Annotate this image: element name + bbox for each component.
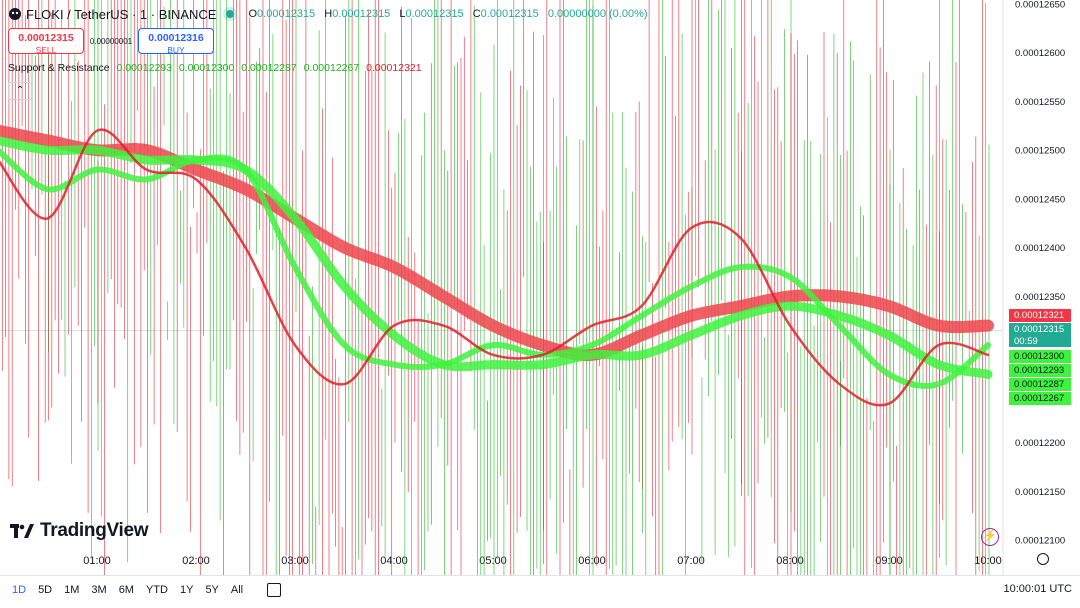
indicator-value: 0.00012293 bbox=[116, 62, 172, 74]
time-tick-label: 04:00 bbox=[380, 555, 408, 567]
tradingview-logo-text: TradingView bbox=[40, 520, 149, 541]
tradingview-logo: TradingView bbox=[10, 520, 149, 542]
tradingview-logo-icon bbox=[10, 524, 34, 538]
range-button[interactable]: 1Y bbox=[179, 584, 194, 596]
price-tick-label: 0.00012200 bbox=[1015, 438, 1065, 449]
close-value: 0.00012315 bbox=[480, 8, 539, 20]
high-label: H bbox=[324, 8, 333, 20]
sell-label: SELL bbox=[35, 45, 57, 55]
time-tick-label: 10:00 bbox=[974, 555, 1002, 567]
low-value: 0.00012315 bbox=[405, 8, 464, 20]
range-button[interactable]: 3M bbox=[91, 584, 107, 596]
price-axis-label-text: 0.00012315 bbox=[1014, 324, 1065, 335]
chevron-up-icon[interactable]: ⌃ bbox=[8, 82, 32, 100]
sell-button[interactable]: 0.00012315 SELL bbox=[8, 28, 84, 55]
indicator-legend[interactable]: Support & Resistance 0.00012293 0.000123… bbox=[8, 62, 422, 74]
indicator-value: 0.00012321 bbox=[366, 62, 422, 74]
indicator-value: 0.00012287 bbox=[241, 62, 297, 74]
range-button[interactable]: 1D bbox=[12, 584, 27, 596]
lightning-icon[interactable]: ⚡ bbox=[981, 528, 999, 546]
price-axis-label-text: 0.00012287 bbox=[1014, 379, 1065, 390]
calendar-icon[interactable] bbox=[267, 583, 282, 597]
open-value: 0.00012315 bbox=[257, 8, 316, 20]
price-tick-label: 0.00012650 bbox=[1015, 0, 1065, 11]
time-tick-label: 09:00 bbox=[875, 555, 903, 567]
range-button[interactable]: 1M bbox=[64, 584, 80, 596]
series-line bbox=[0, 136, 993, 379]
time-tick-label: 07:00 bbox=[677, 555, 705, 567]
sell-price: 0.00012315 bbox=[18, 32, 74, 44]
ohlc-values: O0.00012315 H0.00012315 L0.00012315 C0.0… bbox=[248, 8, 653, 20]
price-tick-label: 0.00012350 bbox=[1015, 292, 1065, 303]
range-button[interactable]: YTD bbox=[145, 584, 168, 596]
time-tick-label: 06:00 bbox=[578, 555, 606, 567]
time-tick-label: 02:00 bbox=[182, 555, 210, 567]
price-chart[interactable]: 0.00012650 0.00012600 0.00012550 0.00012500… bbox=[0, 0, 1080, 575]
price-tick-label: 0.00012600 bbox=[1015, 48, 1065, 59]
price-tick-label: 0.00012100 bbox=[1015, 536, 1065, 547]
price-tick-label: 0.00012500 bbox=[1015, 146, 1065, 157]
buy-price: 0.00012316 bbox=[148, 32, 204, 44]
buy-button[interactable]: 0.00012316 BUY bbox=[138, 28, 214, 55]
settings-icon[interactable] bbox=[1037, 553, 1049, 565]
series-line bbox=[0, 128, 990, 407]
high-value: 0.00012315 bbox=[332, 8, 391, 20]
range-selector: 1D 5D 1M 3M 6M YTD 1Y 5Y All bbox=[12, 584, 255, 596]
range-button[interactable]: All bbox=[230, 584, 244, 596]
symbol-header: FLOKI / TetherUS · 1 · BINANCE O0.000123… bbox=[8, 5, 654, 23]
range-button[interactable]: 6M bbox=[118, 584, 134, 596]
open-label: O bbox=[248, 8, 258, 20]
price-axis-label-text: 0.00012293 bbox=[1014, 365, 1065, 376]
market-status-icon bbox=[226, 10, 235, 18]
low-label: L bbox=[399, 8, 406, 20]
price-axis-label: 0.00012267 bbox=[1009, 392, 1071, 405]
time-tick-label: 08:00 bbox=[776, 555, 804, 567]
price-axis-label-text: 0.00012321 bbox=[1014, 310, 1065, 321]
spread-value: 0.00000001 bbox=[89, 36, 133, 46]
utc-clock[interactable]: 10:00:01 UTC bbox=[1003, 583, 1072, 595]
bar-countdown: 00:59 bbox=[1014, 336, 1038, 347]
price-tick-label: 0.00012400 bbox=[1015, 243, 1065, 254]
buy-label: BUY bbox=[167, 45, 185, 55]
price-tick-label: 0.00012450 bbox=[1015, 194, 1065, 205]
price-axis-label-text: 0.00012267 bbox=[1014, 393, 1065, 404]
change-value: 0.00000000 (0.00%) bbox=[547, 8, 648, 20]
price-tick-label: 0.00012150 bbox=[1015, 487, 1065, 498]
price-axis-label: 0.00012321 bbox=[1009, 309, 1071, 322]
time-tick-label: 03:00 bbox=[281, 555, 309, 567]
bottom-toolbar: 1D 5D 1M 3M 6M YTD 1Y 5Y All 10:00:01 UTC bbox=[0, 575, 1080, 604]
trade-panel: 0.00012315 SELL 0.00000001 0.00012316 BU… bbox=[8, 27, 214, 55]
time-tick-label: 05:00 bbox=[479, 555, 507, 567]
price-axis-label: 0.00012315 00:59 bbox=[1009, 323, 1071, 347]
time-tick-label: 01:00 bbox=[83, 555, 111, 567]
indicator-name: Support & Resistance bbox=[8, 62, 110, 74]
range-button[interactable]: 5Y bbox=[205, 584, 219, 596]
price-axis-label-text: 0.00012300 bbox=[1014, 351, 1065, 362]
symbol-title[interactable]: FLOKI / TetherUS · 1 · BINANCE bbox=[26, 6, 217, 22]
close-label: C bbox=[472, 8, 481, 20]
price-axis-label: 0.00012287 bbox=[1009, 378, 1071, 391]
price-axis-label: 0.00012300 bbox=[1009, 350, 1071, 363]
indicator-value: 0.00012267 bbox=[303, 62, 360, 74]
price-axis-label: 0.00012293 bbox=[1009, 364, 1071, 377]
indicator-value: 0.00012300 bbox=[178, 62, 235, 74]
price-tick-label: 0.00012550 bbox=[1015, 97, 1065, 108]
series-line bbox=[0, 124, 994, 362]
floki-logo-icon bbox=[9, 8, 21, 20]
range-button[interactable]: 5D bbox=[38, 584, 53, 596]
